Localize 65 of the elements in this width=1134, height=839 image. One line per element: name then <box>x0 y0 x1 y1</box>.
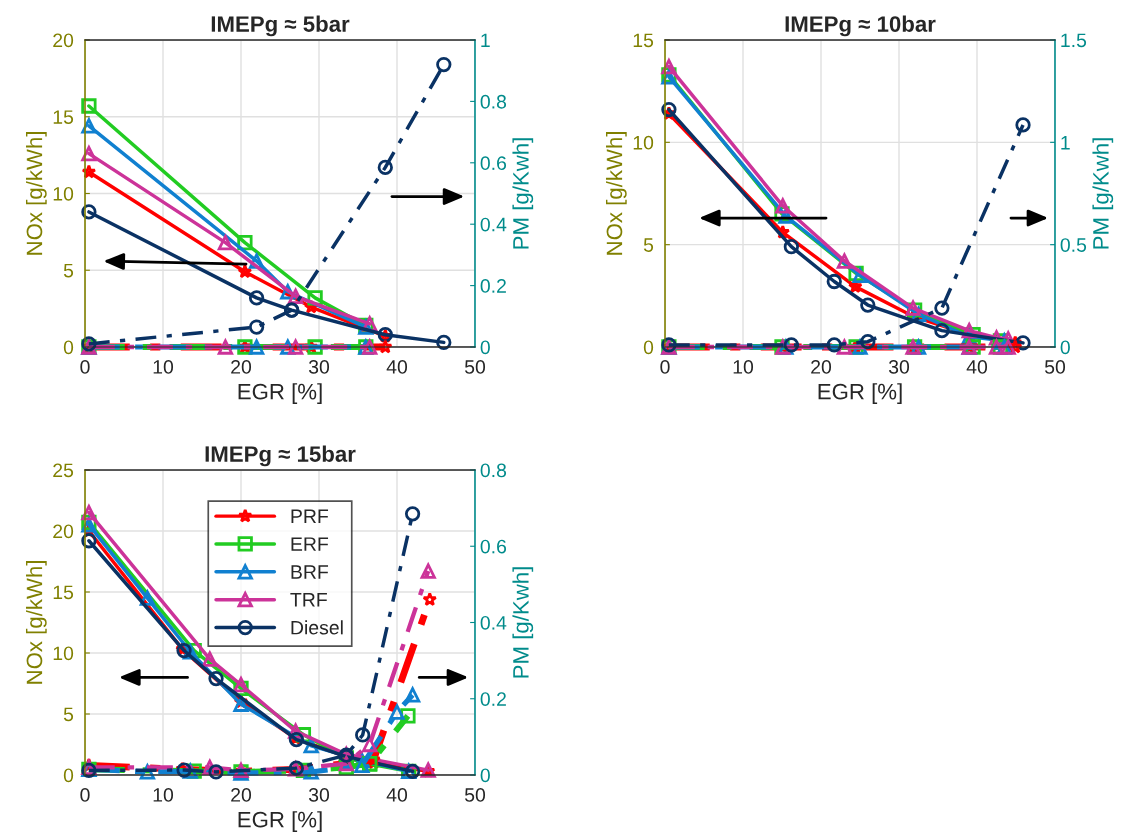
y2-tick-label: 0.5 <box>1060 238 1087 252</box>
y-tick-label: 15 <box>53 585 74 600</box>
x-tick-label: 50 <box>1044 360 1066 374</box>
legend-label: TRF <box>290 593 327 607</box>
y2-tick-label: 0.2 <box>480 692 506 706</box>
y-axis-title: NOx [g/kWh] <box>25 132 47 255</box>
x-tick-label: 20 <box>231 360 252 374</box>
x-tick-label: 30 <box>308 788 330 802</box>
y-tick-label: 15 <box>53 110 74 124</box>
y-tick-label: 5 <box>63 263 74 278</box>
x-tick-label: 10 <box>153 360 174 374</box>
y-axis-title: NOx [g/kWh] <box>605 132 627 255</box>
y2-tick-label: 1.5 <box>1061 33 1087 48</box>
chart-title: IMEPg ≈ 15bar <box>205 445 356 467</box>
y-tick-label: 0 <box>63 340 74 355</box>
y2-tick-label: 0 <box>480 340 490 355</box>
x-tick-label: 10 <box>733 360 754 374</box>
y-tick-label: 15 <box>633 33 654 48</box>
x-tick-label: 40 <box>386 788 408 802</box>
x-tick-label: 0 <box>80 360 90 374</box>
y-tick-label: 20 <box>53 524 74 539</box>
x-axis-title: EGR [%] <box>238 383 322 404</box>
y-tick-label: 0 <box>63 768 74 783</box>
chart-title: IMEPg ≈ 5bar <box>211 15 350 37</box>
y-tick-label: 25 <box>53 463 74 478</box>
legend-label: Diesel <box>291 620 343 635</box>
x-tick-label: 40 <box>966 360 988 374</box>
legend-label: PRF <box>291 509 329 523</box>
x-tick-label: 10 <box>153 788 174 802</box>
y2-axis-title: PM [g/Kwh] <box>512 138 534 249</box>
y-tick-label: 0 <box>643 340 654 355</box>
y-axis-title: NOx [g/kWh] <box>25 561 47 684</box>
legend-label: ERF <box>291 537 329 551</box>
y-tick-label: 5 <box>643 238 654 252</box>
legend-label: BRF <box>291 565 329 579</box>
y-tick-label: 5 <box>63 707 74 722</box>
y-tick-label: 20 <box>53 33 74 48</box>
y2-tick-label: 1 <box>1061 136 1070 150</box>
x-tick-label: 20 <box>231 788 252 802</box>
x-tick-label: 30 <box>888 360 910 374</box>
y2-tick-label: 0.4 <box>480 615 507 630</box>
x-tick-label: 0 <box>660 360 670 374</box>
y2-tick-label: 0.8 <box>480 94 507 109</box>
y2-tick-label: 0.8 <box>480 463 507 478</box>
y2-tick-label: 0.6 <box>480 539 507 554</box>
y2-tick-label: 0 <box>1060 340 1070 355</box>
x-tick-label: 20 <box>811 360 832 374</box>
x-tick-label: 50 <box>464 360 486 374</box>
y2-axis-title: PM [g/Kwh] <box>1092 138 1114 249</box>
y-tick-label: 10 <box>53 186 74 201</box>
y2-tick-label: 0.4 <box>480 217 507 232</box>
y-tick-label: 10 <box>53 646 74 661</box>
x-tick-label: 0 <box>80 788 90 802</box>
y2-tick-label: 0.6 <box>480 156 507 171</box>
chart-title: IMEPg ≈ 10bar <box>785 15 936 37</box>
x-axis-title: EGR [%] <box>818 383 902 404</box>
x-tick-label: 30 <box>308 360 330 374</box>
x-tick-label: 50 <box>464 788 486 802</box>
y2-axis-title: PM [g/Kwh] <box>512 567 534 678</box>
y2-tick-label: 0 <box>480 768 490 783</box>
x-tick-label: 40 <box>386 360 408 374</box>
y2-tick-label: 0.2 <box>480 279 506 293</box>
x-axis-title: EGR [%] <box>238 811 322 832</box>
y2-tick-label: 1 <box>481 33 490 48</box>
y-tick-label: 10 <box>633 135 654 150</box>
